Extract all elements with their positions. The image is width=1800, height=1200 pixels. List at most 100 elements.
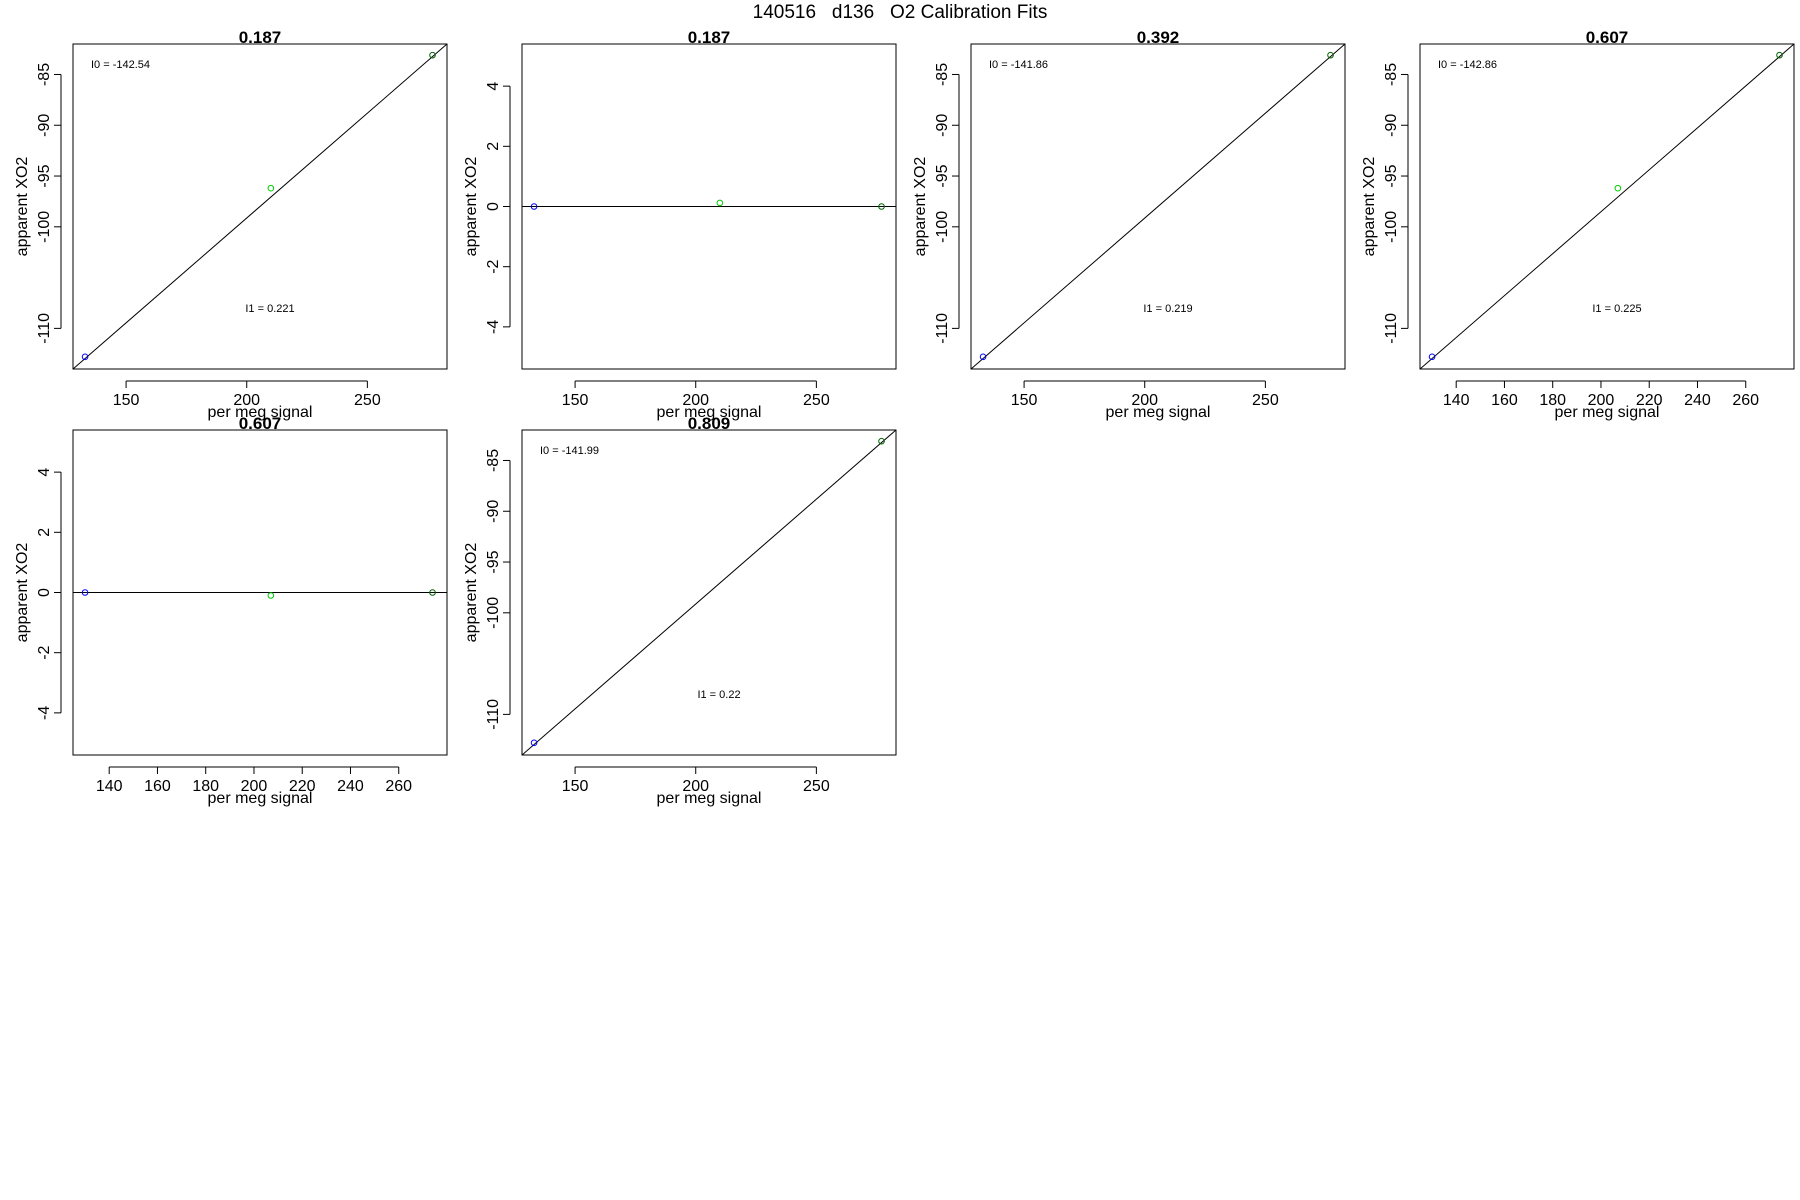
y-tick-label: -95 — [1383, 164, 1400, 187]
y-tick-label: -90 — [485, 500, 502, 523]
fit-line — [522, 430, 896, 755]
x-tick-label: 200 — [241, 778, 268, 795]
data-point — [1327, 51, 1334, 59]
calibration-plot-3: 0.392 150 200 250 per meg signal -85 -90 -95 -10… — [912, 28, 1346, 421]
x-tick-label: 200 — [1588, 392, 1615, 409]
x-tick-label: 140 — [1443, 392, 1470, 409]
y-tick-label: -85 — [36, 63, 53, 86]
plot-frame — [521, 429, 897, 756]
data-point — [530, 739, 538, 747]
y-tick-label: 0 — [485, 202, 502, 211]
x-tick-label: 150 — [562, 778, 589, 795]
data-point — [1776, 51, 1783, 59]
calibration-plot-2: 0.187 150 200 250 per meg signal 4 2 0 -2 -4 appar… — [463, 28, 897, 421]
y-tick-label: -90 — [1383, 114, 1400, 137]
x-axis-label: per meg signal — [1555, 404, 1660, 421]
data-point — [81, 353, 89, 361]
plot-frame — [970, 43, 1346, 370]
x-tick-label: 150 — [1011, 392, 1038, 409]
y-tick-label: -90 — [36, 114, 53, 137]
fit-annotation: I0 = -141.86 — [989, 59, 1048, 71]
data-point — [1428, 353, 1436, 361]
y-tick-label: -110 — [1383, 313, 1400, 344]
x-axis-label: per meg signal — [657, 404, 762, 421]
x-tick-label: 200 — [682, 392, 709, 409]
y-axis-label: apparent XO2 — [14, 157, 31, 257]
plot-frame — [521, 43, 897, 370]
y-tick-label: -2 — [485, 259, 502, 273]
data-point — [878, 437, 885, 445]
x-tick-label: 150 — [113, 392, 140, 409]
y-tick-label: -100 — [485, 597, 502, 629]
x-tick-label: 220 — [289, 778, 316, 795]
y-tick-label: -110 — [485, 699, 502, 730]
fit-line — [971, 44, 1345, 369]
calibration-plot-4: 0.607 140 160 180 200 220 240 260 per meg signal… — [1361, 28, 1795, 421]
x-tick-label: 200 — [233, 392, 260, 409]
x-tick-label: 140 — [96, 778, 123, 795]
y-tick-label: -85 — [934, 63, 951, 86]
plot-title: 0.607 — [1586, 28, 1629, 47]
plot-frame — [1419, 43, 1795, 370]
calibration-plot-1: 0.187 150 200 250 per meg signal -85 -90 -95 -10… — [14, 28, 448, 421]
data-point — [81, 589, 89, 596]
y-axis-label: apparent XO2 — [912, 157, 929, 257]
x-tick-label: 240 — [1684, 392, 1711, 409]
x-tick-label: 250 — [1252, 392, 1279, 409]
y-axis-label: apparent XO2 — [463, 157, 480, 257]
fit-annotation: I1 = 0.225 — [1592, 303, 1641, 315]
fit-annotation: I0 = -142.54 — [91, 59, 150, 71]
x-axis-label: per meg signal — [208, 790, 313, 807]
fit-annotation: I0 = -142.86 — [1438, 59, 1497, 71]
y-tick-label: -4 — [485, 320, 502, 334]
x-tick-label: 160 — [1491, 392, 1518, 409]
data-point — [267, 592, 275, 599]
data-point — [716, 199, 724, 207]
calibration-plot-6: 0.809 150 200 250 per meg signal -85 -90 -95 -10… — [463, 414, 897, 807]
y-tick-label: -85 — [1383, 63, 1400, 86]
y-tick-label: -100 — [36, 211, 53, 243]
x-tick-label: 160 — [144, 778, 171, 795]
plot-title: 0.187 — [688, 28, 731, 47]
x-tick-label: 240 — [337, 778, 364, 795]
x-tick-label: 250 — [354, 392, 381, 409]
y-tick-label: -110 — [36, 313, 53, 344]
fit-annotation: I1 = 0.22 — [697, 689, 740, 701]
plot-frame — [72, 43, 448, 370]
x-tick-label: 220 — [1636, 392, 1663, 409]
x-tick-label: 250 — [803, 778, 830, 795]
x-tick-label: 250 — [803, 392, 830, 409]
data-point — [429, 51, 436, 59]
data-point — [979, 353, 987, 361]
y-tick-label: 2 — [36, 528, 53, 537]
y-tick-label: 0 — [36, 588, 53, 597]
x-axis-label: per meg signal — [657, 790, 762, 807]
x-tick-label: 200 — [682, 778, 709, 795]
y-tick-label: -95 — [934, 164, 951, 187]
plot-title: 0.607 — [239, 414, 282, 433]
fit-annotation: I1 = 0.219 — [1143, 303, 1192, 315]
plot-title: 0.392 — [1137, 28, 1180, 47]
y-tick-label: -90 — [934, 114, 951, 137]
y-tick-label: -110 — [934, 313, 951, 344]
y-tick-label: -95 — [485, 550, 502, 573]
x-tick-label: 260 — [1732, 392, 1759, 409]
x-axis-label: per meg signal — [1106, 404, 1211, 421]
y-tick-label: 4 — [36, 468, 53, 477]
plot-frame — [72, 429, 448, 756]
y-tick-label: 4 — [485, 82, 502, 91]
data-point — [267, 184, 275, 192]
y-tick-label: -100 — [934, 211, 951, 243]
data-point — [878, 203, 885, 210]
page-title: 140516 d136 O2 Calibration Fits — [752, 2, 1048, 23]
data-point — [530, 203, 538, 210]
y-tick-label: -2 — [36, 645, 53, 659]
plot-title: 0.187 — [239, 28, 282, 47]
x-tick-label: 180 — [192, 778, 219, 795]
data-point — [1614, 184, 1622, 192]
y-tick-label: -85 — [485, 449, 502, 472]
y-axis-label: apparent XO2 — [463, 543, 480, 643]
data-point — [429, 589, 436, 596]
